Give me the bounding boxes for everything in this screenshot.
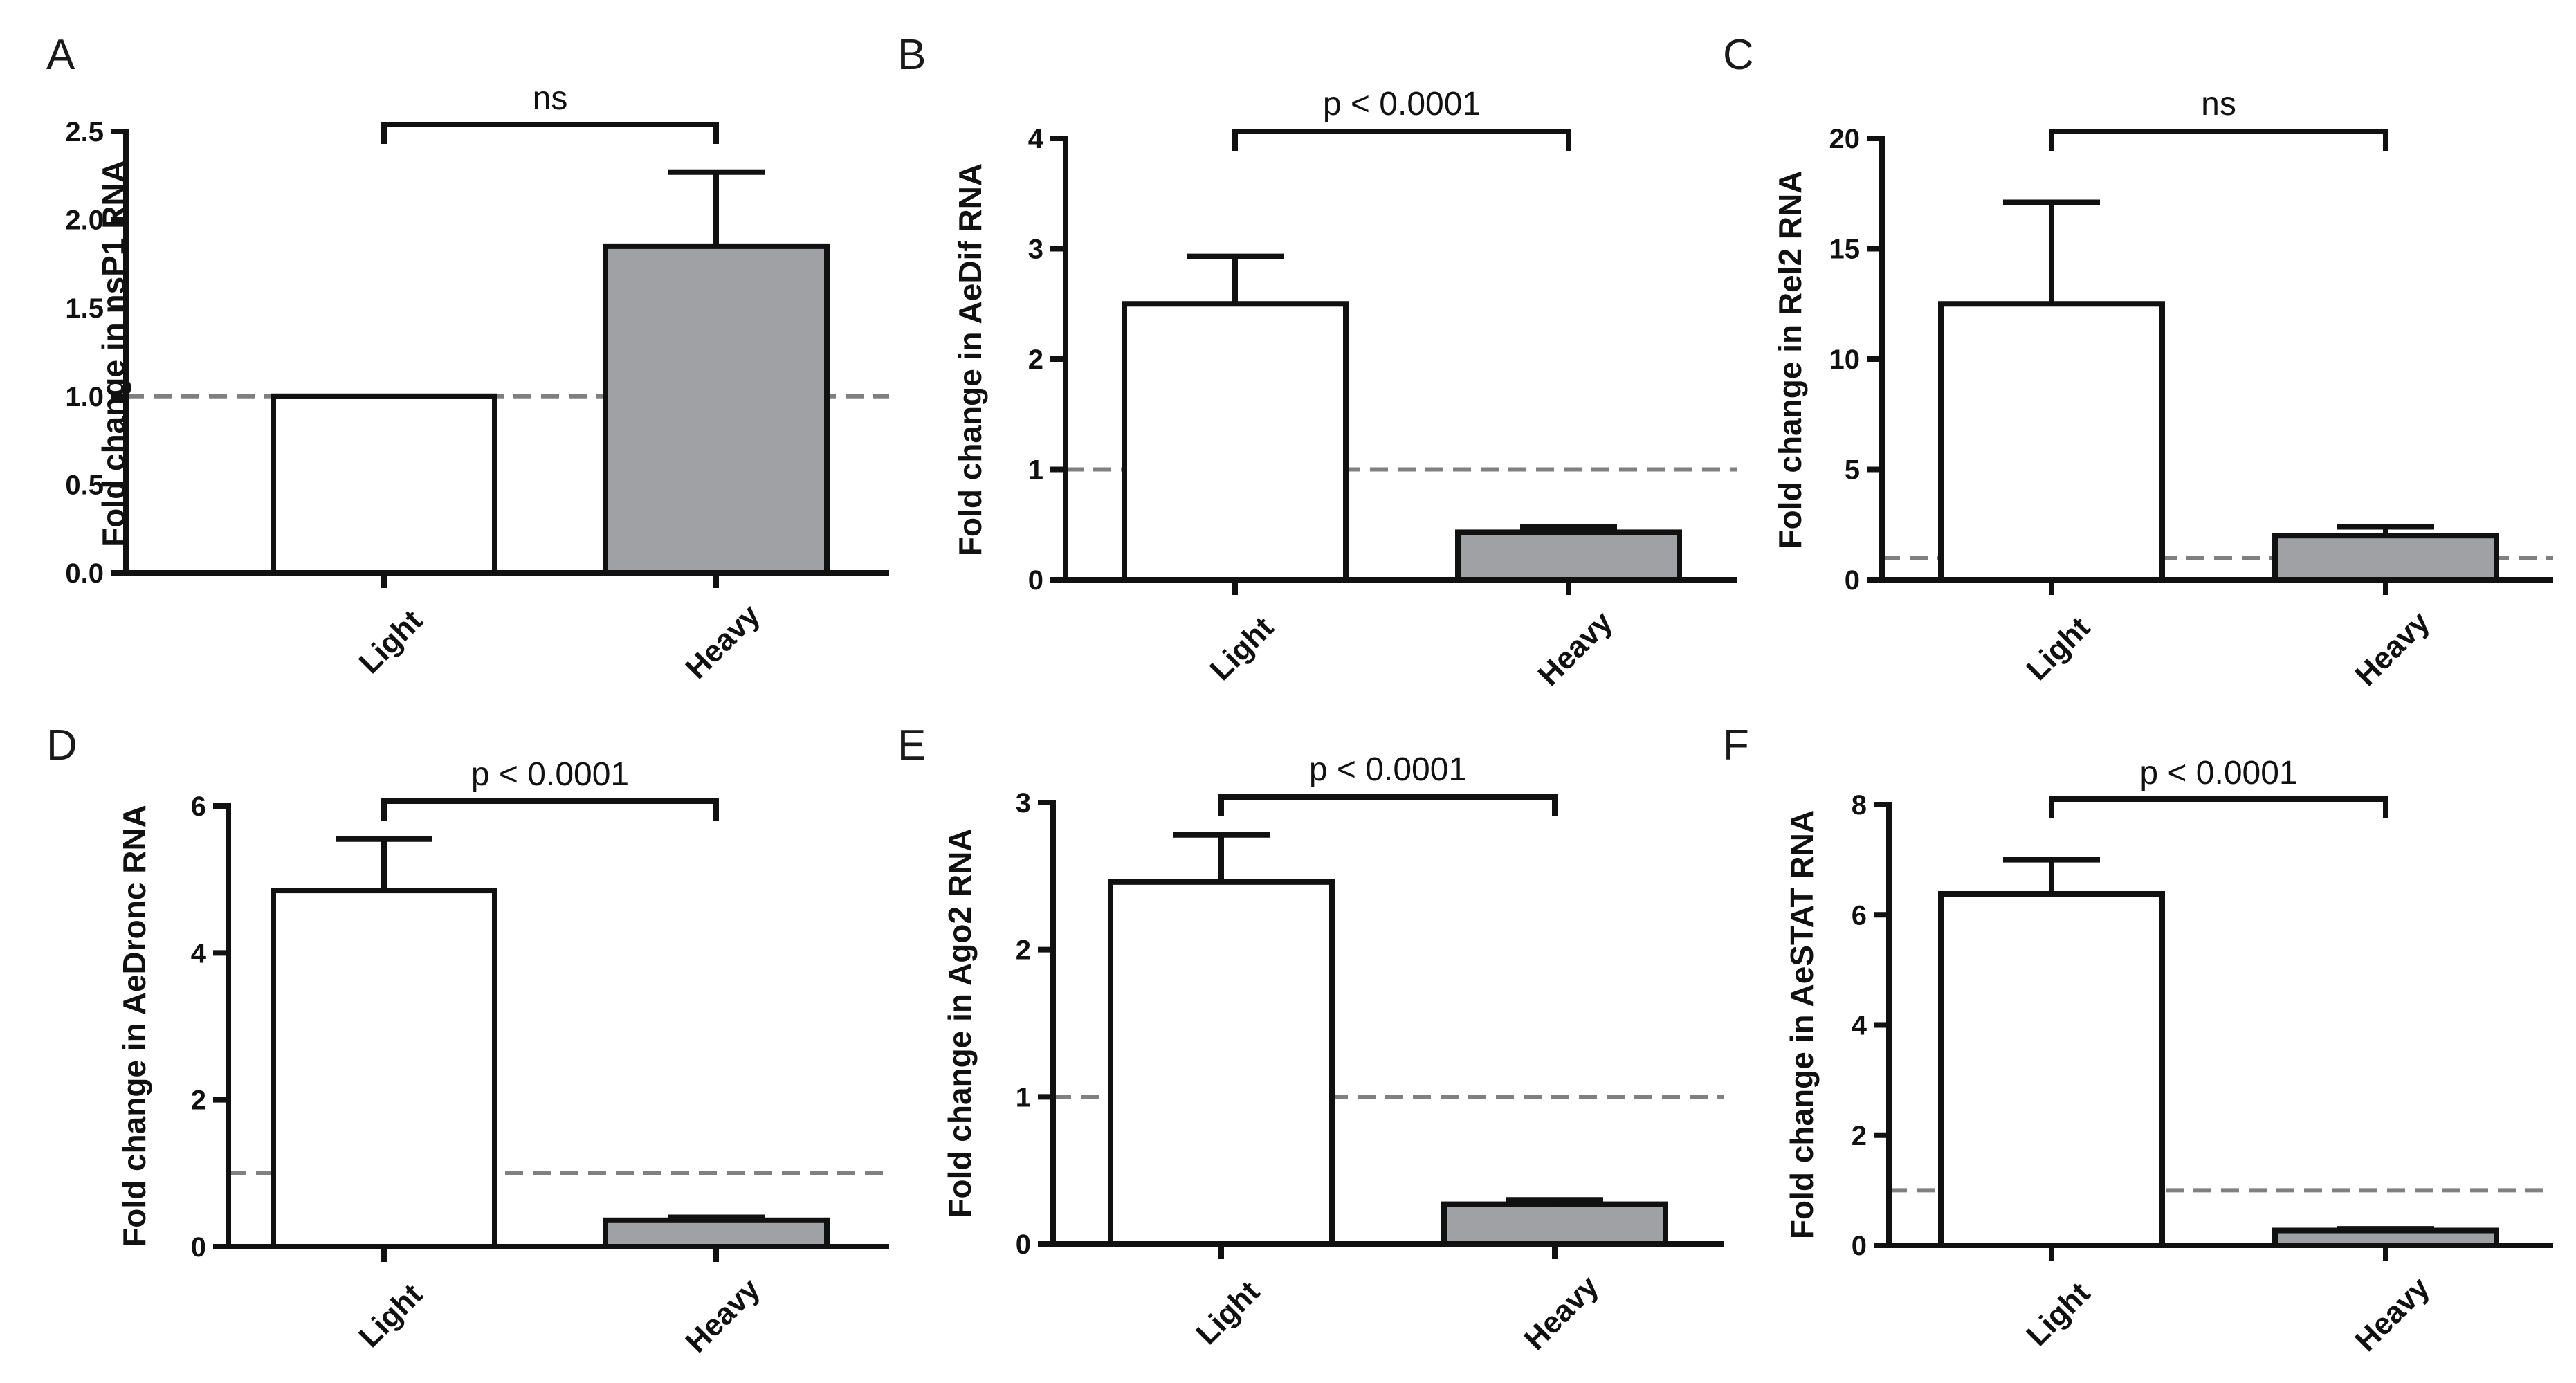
x-tick-label: Heavy — [679, 598, 767, 686]
y-tick-label: 2.0 — [65, 205, 104, 236]
y-tick-label: 1.5 — [65, 293, 104, 324]
bar-light — [1122, 301, 1349, 583]
error-bar-heavy — [1506, 1197, 1603, 1205]
y-tick-label: 3 — [1028, 235, 1043, 265]
significance-label: p < 0.0001 — [471, 756, 629, 793]
y-tick-label: 6 — [1852, 900, 1867, 931]
bar-light — [271, 888, 497, 1249]
x-tick-label: Light — [2020, 610, 2097, 687]
x-tick-label: Light — [352, 603, 429, 680]
y-tick-label: 2.5 — [65, 117, 104, 147]
panel-letter: F — [1723, 722, 1749, 769]
x-tick-label: Light — [1189, 1274, 1266, 1351]
y-tick-label: 4 — [191, 938, 207, 969]
y-tick-label: 10 — [1829, 345, 1861, 375]
significance-bracket — [2049, 129, 2388, 151]
significance-bracket — [1232, 129, 1571, 151]
x-tick-label: Heavy — [1532, 605, 1620, 693]
y-tick-label: 0.5 — [65, 470, 104, 500]
y-axis-label: Fold change in Ago2 RNA — [942, 828, 978, 1218]
bar-light — [1938, 301, 2165, 583]
y-tick-label: 2 — [1016, 935, 1031, 966]
error-bar-heavy — [2337, 524, 2434, 536]
y-tick-label: 0 — [1845, 565, 1860, 596]
panel-d: D Fold change in AeDronc RNA Light Heavy 0 2 4… — [46, 722, 889, 1359]
bar-heavy — [1441, 1201, 1668, 1247]
significance-bracket — [1218, 794, 1558, 816]
bar-heavy — [1455, 529, 1682, 583]
panel-letter: A — [46, 31, 75, 79]
error-bar-heavy — [1520, 524, 1617, 533]
x-tick-label: Heavy — [2349, 1270, 2437, 1358]
y-tick-label: 1 — [1028, 455, 1043, 486]
y-tick-label: 0 — [1016, 1229, 1031, 1260]
significance-label: p < 0.0001 — [1309, 751, 1467, 788]
panel-c: C Fold change in Rel2 RNA Light Heavy 0 5 10 15… — [1723, 31, 2553, 693]
y-axis-label: Fold change in AeSTAT RNA — [1784, 810, 1820, 1239]
y-tick-label: 2 — [1852, 1121, 1867, 1151]
y-tick-label: 3 — [1016, 788, 1031, 818]
y-tick-label: 2 — [1028, 345, 1043, 375]
significance-label: p < 0.0001 — [1323, 86, 1481, 122]
y-axis-label: Fold change in Rel2 RNA — [1772, 171, 1808, 549]
y-tick-label: 0.0 — [65, 558, 104, 589]
x-tick-label: Heavy — [679, 1272, 767, 1359]
x-tick-label: Heavy — [2349, 605, 2437, 693]
error-bar-heavy — [2337, 1226, 2434, 1232]
y-tick-label: 15 — [1829, 235, 1861, 265]
error-bar-light — [2003, 199, 2100, 304]
panel-e: E Fold change in Ago2 RNA Light Heavy 0 1 2 3 p … — [897, 722, 1724, 1357]
y-tick-label: 2 — [191, 1086, 206, 1116]
panel-b: B Fold change in AeDif RNA Light Heavy 0 1 2 3 4… — [897, 31, 1737, 693]
panel-f: F Fold change in AeSTAT RNA Light Heavy 0 2 4 6… — [1723, 722, 2553, 1358]
y-tick-label: 0 — [1852, 1231, 1867, 1261]
y-tick-label: 0 — [1028, 565, 1043, 596]
error-bar-heavy — [668, 169, 765, 246]
significance-label: ns — [2201, 86, 2236, 122]
x-tick-label: Light — [352, 1277, 429, 1354]
panel-letter: D — [46, 722, 77, 769]
bar-light — [1108, 879, 1335, 1247]
significance-label: p < 0.0001 — [2139, 755, 2297, 791]
panel-letter: B — [897, 31, 926, 79]
bar-heavy — [603, 1217, 830, 1250]
y-axis-label: Fold change in AeDronc RNA — [116, 805, 152, 1247]
error-bar-light — [2003, 857, 2100, 894]
panel-letter: C — [1723, 31, 1754, 79]
significance-bracket — [381, 798, 719, 821]
error-bar-heavy — [668, 1214, 765, 1220]
y-axis-label: Fold change in AeDif RNA — [952, 163, 988, 556]
bar-light — [1938, 890, 2165, 1249]
bar-heavy — [2272, 533, 2499, 583]
panel-letter: E — [897, 722, 926, 769]
significance-bracket — [2049, 796, 2388, 818]
y-tick-label: 0 — [191, 1232, 206, 1263]
error-bar-light — [1173, 832, 1270, 882]
x-tick-label: Heavy — [1518, 1269, 1606, 1357]
y-tick-label: 4 — [1028, 124, 1044, 154]
y-tick-label: 4 — [1852, 1011, 1867, 1041]
y-tick-label: 20 — [1829, 124, 1861, 154]
y-tick-label: 5 — [1845, 455, 1860, 486]
error-bar-light — [336, 836, 432, 891]
y-tick-label: 1 — [1016, 1082, 1031, 1112]
bar-heavy — [603, 243, 830, 576]
significance-label: ns — [533, 80, 568, 117]
y-tick-label: 8 — [1852, 790, 1867, 821]
significance-bracket — [381, 122, 719, 144]
error-bar-light — [1187, 253, 1284, 304]
y-tick-label: 1.0 — [65, 382, 104, 412]
y-tick-label: 6 — [191, 791, 206, 822]
bar-light — [271, 393, 497, 576]
x-tick-label: Light — [1203, 610, 1280, 687]
x-tick-label: Light — [2020, 1276, 2097, 1353]
